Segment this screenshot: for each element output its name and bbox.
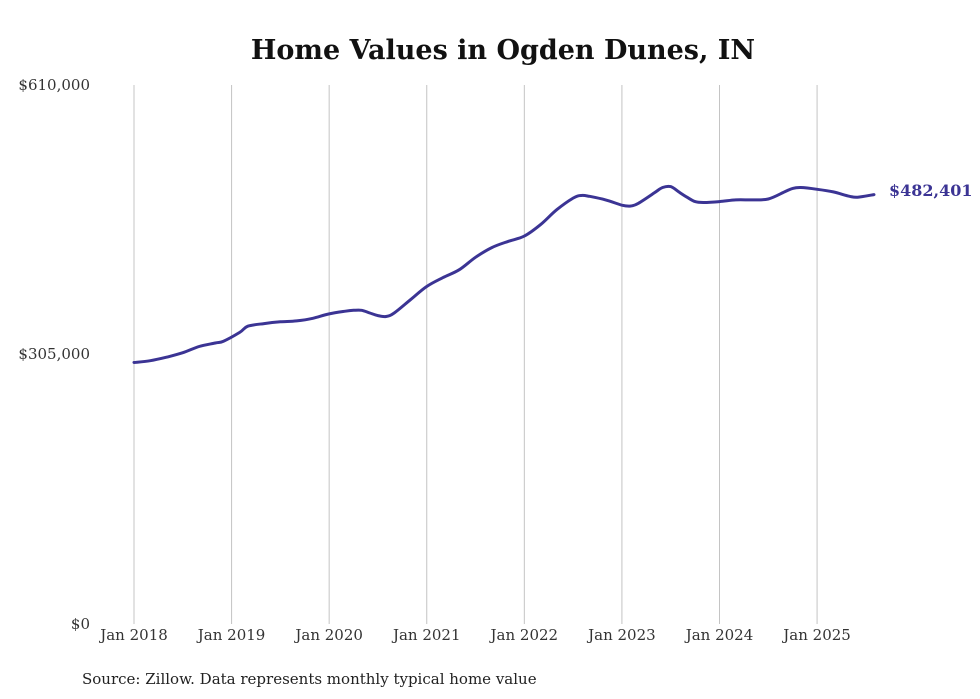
series-line	[132, 184, 876, 364]
x-tick-label: Jan 2019	[196, 626, 266, 644]
y-tick-label: $610,000	[18, 76, 90, 94]
x-axis: Jan 2018 Jan 2019 Jan 2020 Jan 2021 Jan 2022…	[98, 626, 851, 644]
grid	[133, 85, 818, 624]
x-tick-label: Jan 2025	[781, 626, 851, 644]
x-tick-label: Jan 2022	[489, 626, 559, 644]
source-note: Source: Zillow. Data represents monthly …	[82, 670, 537, 688]
x-tick-label: Jan 2024	[684, 626, 754, 644]
y-tick-label: $305,000	[18, 345, 90, 363]
end-value-label: $482,401	[889, 181, 973, 200]
x-tick-label: Jan 2020	[293, 626, 363, 644]
chart-title: Home Values in Ogden Dunes, IN	[251, 35, 755, 66]
y-axis: $0 $305,000 $610,000	[18, 76, 90, 633]
x-tick-label: Jan 2018	[98, 626, 168, 644]
x-tick-label: Jan 2021	[391, 626, 461, 644]
y-tick-label: $0	[71, 615, 90, 633]
x-tick-label: Jan 2023	[586, 626, 656, 644]
